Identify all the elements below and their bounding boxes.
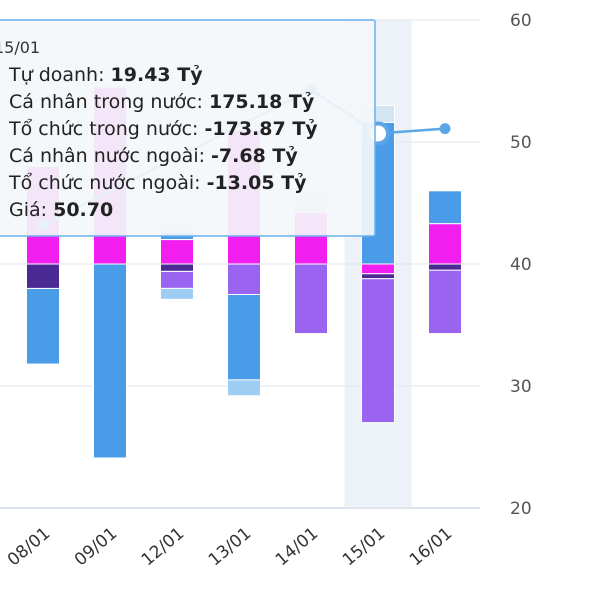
tooltip-row: Giá: 50.70 (9, 199, 113, 221)
tooltip-row: Cá nhân trong nước: 175.18 Tỷ (9, 91, 315, 113)
bar-segment-extra_light[interactable] (160, 287, 194, 300)
tooltip-row: Tổ chức trong nước: -173.87 Tỷ (8, 118, 318, 140)
price-point[interactable] (439, 123, 451, 135)
tooltip-row: Tự doanh: 19.43 Tỷ (8, 64, 203, 86)
x-tick-label: 14/01 (272, 524, 322, 571)
bar-segment-ca_nhan_nuoc_ngoai[interactable] (160, 239, 194, 265)
x-tick-label: 16/01 (406, 524, 456, 571)
x-axis-ticks: 08/01 09/01 12/01 13/01 14/01 15/01 16/01 (4, 524, 456, 571)
bar-segment-to_chuc_nuoc_ngoai[interactable] (26, 263, 60, 289)
bar-segment-extra_light[interactable] (227, 379, 261, 397)
x-tick-label: 13/01 (205, 524, 255, 571)
tooltip-row-value: -7.68 Tỷ (211, 145, 298, 167)
bar-segment-to_chuc_trong_nuoc[interactable] (160, 270, 194, 289)
y-tick-label: 30 (510, 377, 532, 397)
bar-segment-to_chuc_nuoc_ngoai[interactable] (361, 273, 395, 280)
tooltip-row-label: Tự doanh: (8, 64, 111, 86)
bar-segment-to_chuc_trong_nuoc[interactable] (227, 263, 261, 295)
bar-segment-ca_nhan_nuoc_ngoai[interactable] (361, 263, 395, 275)
bar-segment-ca_nhan_trong_nuoc[interactable] (93, 263, 127, 459)
tooltip-row: Cá nhân nước ngoài: -7.68 Tỷ (9, 145, 298, 167)
tooltip: 15/01 Tự doanh: 19.43 Tỷ Cá nhân trong nư… (0, 19, 376, 237)
x-tick-label: 15/01 (339, 524, 389, 571)
y-tick-label: 60 (510, 11, 532, 31)
tooltip-row-label: Tổ chức trong nước: (8, 118, 205, 140)
tooltip-row-label: Tổ chức nước ngoài: (8, 172, 207, 194)
tooltip-row-label: Giá: (9, 199, 53, 221)
tooltip-date: 15/01 (0, 38, 40, 57)
y-tick-label: 50 (510, 133, 532, 153)
tooltip-row-label: Cá nhân nước ngoài: (9, 145, 211, 167)
bar-segment-ca_nhan_trong_nuoc[interactable] (26, 287, 60, 365)
bar-segment-ca_nhan_trong_nuoc[interactable] (227, 294, 261, 381)
bar-segment-to_chuc_nuoc_ngoai[interactable] (428, 263, 462, 271)
y-tick-label: 20 (510, 499, 532, 519)
bar-segment-to_chuc_trong_nuoc[interactable] (294, 263, 328, 335)
x-tick-label: 08/01 (4, 524, 54, 571)
tooltip-row-value: -173.87 Tỷ (205, 118, 319, 140)
tooltip-row-value: -13.05 Tỷ (207, 172, 308, 194)
x-tick-label: 12/01 (138, 524, 188, 571)
tooltip-row-label: Cá nhân trong nước: (9, 91, 209, 113)
tooltip-row-value: 50.70 (53, 199, 113, 221)
y-tick-label: 40 (510, 255, 532, 275)
tooltip-box (0, 19, 376, 237)
x-tick-label: 09/01 (71, 524, 121, 571)
tooltip-row-value: 175.18 Tỷ (209, 91, 315, 113)
bar-segment-to_chuc_trong_nuoc[interactable] (428, 269, 462, 335)
bar-segment-to_chuc_nuoc_ngoai[interactable] (160, 263, 194, 272)
tooltip-row: Tổ chức nước ngoài: -13.05 Tỷ (8, 172, 307, 194)
y-axis-ticks: 20 30 40 50 60 (510, 11, 532, 519)
bar-segment-to_chuc_trong_nuoc[interactable] (361, 278, 395, 424)
tooltip-row-value: 19.43 Tỷ (111, 64, 204, 86)
bar-segment-ca_nhan_trong_nuoc[interactable] (428, 190, 462, 225)
bar-segment-ca_nhan_nuoc_ngoai[interactable] (428, 223, 462, 265)
